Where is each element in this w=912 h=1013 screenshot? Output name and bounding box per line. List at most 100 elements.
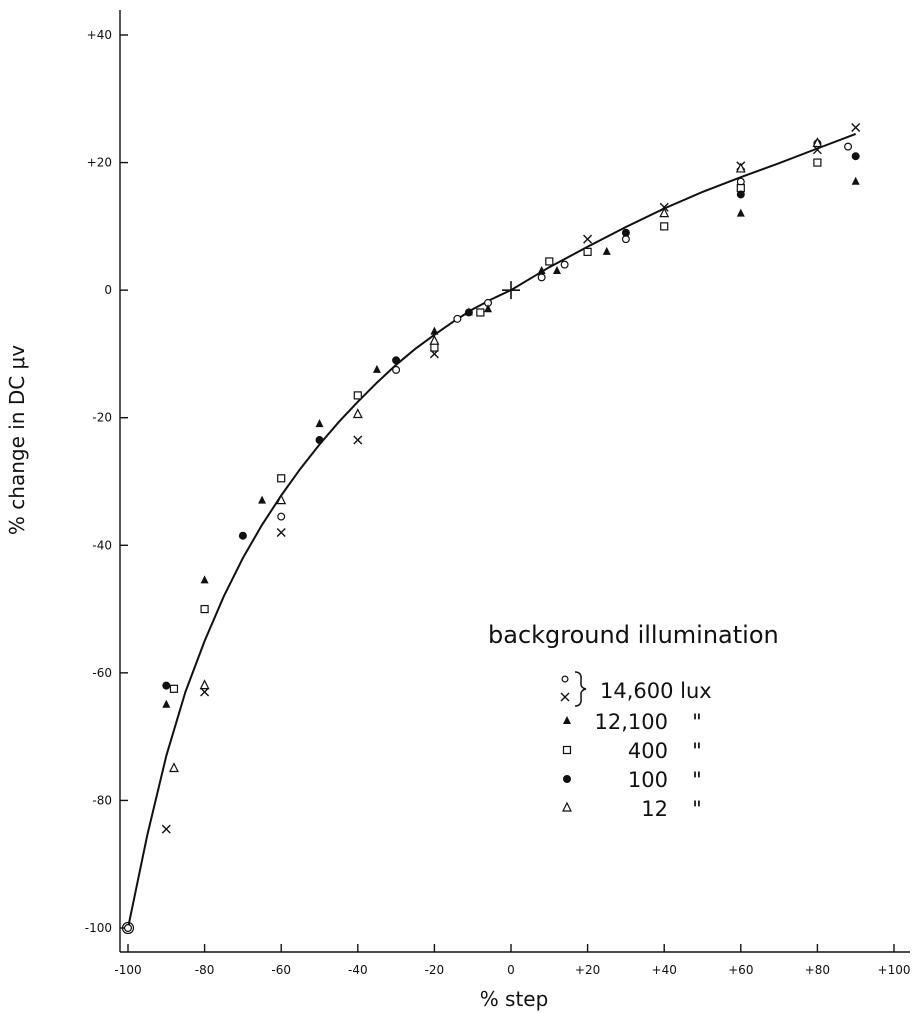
open-square-point — [169, 684, 179, 693]
x-tick-label: -40 — [348, 963, 368, 977]
y-axis-label: % change in DC μv — [5, 345, 29, 535]
open-square-point — [583, 247, 592, 256]
y-axis: -100 -80 -60 -40 -20 0 +20 +40 — [85, 28, 128, 935]
x-tick-label: -60 — [271, 963, 291, 977]
open-square-point — [545, 257, 554, 266]
x-point — [812, 145, 822, 155]
open-triangle-point — [199, 679, 210, 690]
x-point — [583, 234, 593, 244]
filled-circle-point — [392, 356, 401, 365]
open-square-point — [813, 158, 822, 167]
open-triangle-point — [812, 137, 823, 148]
open-circle-point — [453, 314, 462, 323]
y-tick-label: -40 — [92, 538, 112, 552]
x-point — [560, 692, 570, 702]
x-point — [200, 687, 210, 697]
filled-circle-point — [621, 228, 630, 237]
open-circle-point — [560, 260, 569, 269]
plot-frame — [119, 10, 910, 953]
open-triangle-point — [168, 762, 179, 773]
filled-circle-point — [315, 436, 324, 445]
x-point — [353, 435, 363, 445]
filled-circle-point — [162, 681, 171, 690]
open-triangle-point — [276, 494, 287, 505]
y-tick-label: -100 — [85, 921, 112, 935]
x-axis: -100 -80 -60 -40 -20 0 +20 +40 +60 +80 +100 — [114, 944, 910, 977]
filled-triangle-point — [736, 208, 745, 217]
y-tick-label: 0 — [104, 283, 112, 297]
open-square-point — [277, 474, 286, 483]
legend-label: 12 — [641, 797, 668, 821]
x-tick-label: +100 — [878, 963, 911, 977]
x-point — [851, 122, 861, 132]
y-tick-label: -20 — [92, 411, 112, 425]
y-tick-label: +20 — [87, 156, 112, 170]
x-tick-label: +80 — [805, 963, 830, 977]
filled-circle-point — [736, 190, 745, 199]
x-point — [161, 824, 171, 834]
filled-triangle-point — [552, 266, 561, 275]
x-tick-label: +60 — [728, 963, 753, 977]
filled-triangle-point — [563, 716, 571, 724]
open-square-point — [430, 343, 439, 352]
filled-triangle-point — [537, 266, 546, 275]
open-triangle-point — [352, 408, 363, 419]
open-circle-point — [277, 512, 286, 521]
open-triangle-point — [562, 801, 572, 812]
legend-ditto: " — [692, 739, 702, 763]
filled-triangle-point — [430, 326, 439, 335]
legend-ditto: " — [692, 710, 702, 734]
open-circle-point — [537, 273, 546, 282]
open-circle-point — [392, 365, 401, 374]
legend-label: 12,100 — [595, 710, 668, 734]
open-triangle-point — [659, 207, 670, 218]
fit-curve — [127, 132, 857, 929]
legend-label: 14,600 lux — [600, 679, 712, 703]
filled-circle-point — [464, 308, 473, 317]
x-point — [659, 202, 669, 212]
open-square-point — [476, 308, 485, 317]
y-tick-label: -80 — [92, 793, 112, 807]
fit-curve-group — [127, 132, 857, 929]
open-triangle-point — [735, 162, 746, 173]
filled-triangle-point — [162, 699, 171, 708]
x-tick-label: -20 — [425, 963, 445, 977]
x-axis-label: % step — [480, 987, 549, 1011]
legend-brace — [574, 671, 587, 707]
x-tick-label: +40 — [652, 963, 677, 977]
legend-title: background illumination — [488, 621, 779, 649]
legend-ditto: " — [692, 768, 702, 792]
open-circle-point — [123, 923, 132, 932]
x-tick-label: +20 — [575, 963, 600, 977]
legend-label: 400 — [628, 739, 668, 763]
x-tick-label: 0 — [507, 963, 515, 977]
legend: background illumination 14,600 lux 12,100 "… — [488, 621, 779, 821]
filled-triangle-point — [484, 304, 493, 313]
open-square-point — [660, 222, 669, 231]
filled-triangle-point — [372, 364, 381, 373]
filled-triangle-point — [258, 495, 267, 504]
open-square-point — [562, 745, 572, 755]
filled-triangle-point — [315, 419, 324, 428]
y-tick-label: +40 — [87, 28, 112, 42]
x-tick-label: -80 — [195, 963, 215, 977]
filled-triangle-point — [200, 575, 209, 584]
open-square-point — [353, 391, 362, 400]
open-circle-point — [121, 921, 135, 935]
y-tick-label: -60 — [92, 666, 112, 680]
filled-circle-point — [851, 152, 860, 161]
filled-triangle-point — [602, 246, 611, 255]
x-point — [276, 528, 286, 538]
open-square-point — [200, 604, 209, 614]
filled-circle-point — [238, 531, 247, 540]
open-circle-point — [561, 675, 569, 683]
open-triangle-point — [429, 334, 440, 345]
legend-label: 100 — [628, 768, 668, 792]
filled-circle-point — [563, 775, 571, 783]
data-points — [121, 122, 861, 935]
filled-triangle-point — [851, 176, 860, 185]
open-circle-point — [844, 142, 853, 151]
legend-ditto: " — [692, 797, 702, 821]
x-tick-label: -100 — [114, 963, 141, 977]
